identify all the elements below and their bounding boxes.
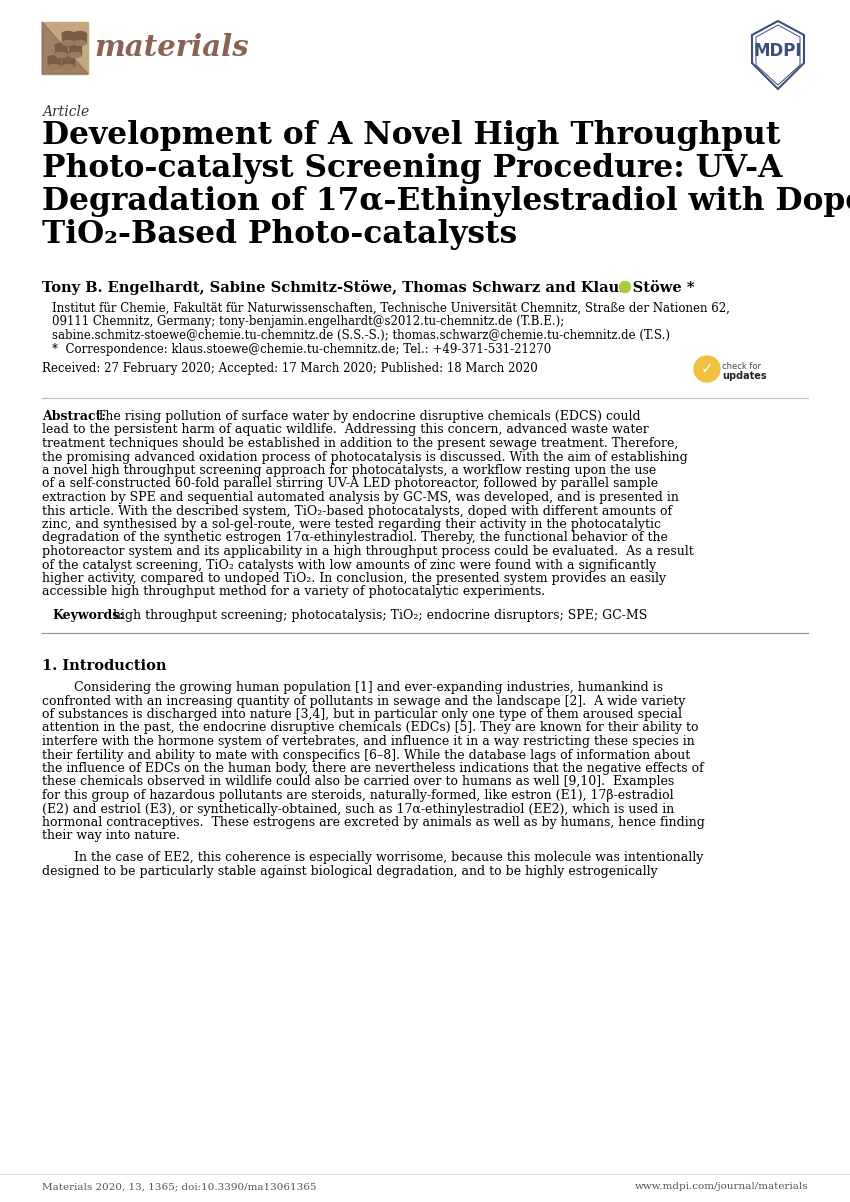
Text: 1. Introduction: 1. Introduction [42,659,167,673]
Text: their fertility and ability to mate with conspecifics [6–8]. While the database : their fertility and ability to mate with… [42,749,690,762]
Text: iD: iD [621,285,629,290]
Text: Photo-catalyst Screening Procedure: UV-A: Photo-catalyst Screening Procedure: UV-A [42,153,782,184]
Text: their way into nature.: their way into nature. [42,829,180,843]
Text: this article. With the described system, TiO₂-based photocatalysts, doped with d: this article. With the described system,… [42,505,672,518]
Bar [55,44,67,55]
Text: Degradation of 17α-Ethinylestradiol with Doped: Degradation of 17α-Ethinylestradiol with… [42,186,850,218]
Text: 09111 Chemnitz, Germany; tony-benjamin.engelhardt@s2012.tu-chemnitz.de (T.B.E.);: 09111 Chemnitz, Germany; tony-benjamin.e… [52,315,564,328]
Text: Keywords:: Keywords: [52,609,124,621]
Text: hormonal contraceptives.  These estrogens are excreted by animals as well as by : hormonal contraceptives. These estrogens… [42,816,705,829]
Text: materials: materials [94,34,248,63]
Text: Abstract:: Abstract: [42,410,106,423]
Text: attention in the past, the endocrine disruptive chemicals (EDCs) [5]. They are k: attention in the past, the endocrine dis… [42,721,699,734]
Text: *  Correspondence: klaus.stoewe@chemie.tu-chemnitz.de; Tel.: +49-371-531-21270: * Correspondence: klaus.stoewe@chemie.tu… [52,343,552,356]
Text: degradation of the synthetic estrogen 17α-ethinylestradiol. Thereby, the functio: degradation of the synthetic estrogen 17… [42,531,668,545]
Text: Considering the growing human population [1] and ever-expanding industries, huma: Considering the growing human population… [42,682,663,694]
Ellipse shape [62,41,74,46]
Bar [42,22,88,75]
Ellipse shape [62,31,74,36]
Circle shape [620,281,631,292]
Ellipse shape [62,65,74,70]
Text: higher activity, compared to undoped TiO₂. In conclusion, the presented system p: higher activity, compared to undoped TiO… [42,572,666,585]
Text: Materials 2020, 13, 1365; doi:10.3390/ma13061365: Materials 2020, 13, 1365; doi:10.3390/ma… [42,1182,316,1191]
Text: updates: updates [722,371,767,381]
Text: www.mdpi.com/journal/materials: www.mdpi.com/journal/materials [634,1182,808,1191]
Text: the promising advanced oxidation process of photocatalysis is discussed. With th: the promising advanced oxidation process… [42,451,688,464]
Text: of substances is discharged into nature [3,4], but in particular only one type o: of substances is discharged into nature … [42,708,682,721]
Text: sabine.schmitz-stoewe@chemie.tu-chemnitz.de (S.S.-S.); thomas.schwarz@chemie.tu-: sabine.schmitz-stoewe@chemie.tu-chemnitz… [52,329,670,343]
Text: photoreactor system and its applicability in a high throughput process could be : photoreactor system and its applicabilit… [42,545,694,558]
Text: Development of A Novel High Throughput: Development of A Novel High Throughput [42,120,780,151]
Ellipse shape [69,53,81,58]
Text: Tony B. Engelhardt, Sabine Schmitz-Stöwe, Thomas Schwarz and Klaus Stöwe *: Tony B. Engelhardt, Sabine Schmitz-Stöwe… [42,280,694,294]
Text: for this group of hazardous pollutants are steroids, naturally-formed, like estr: for this group of hazardous pollutants a… [42,789,673,802]
Text: In the case of EE2, this coherence is especially worrisome, because this molecul: In the case of EE2, this coherence is es… [42,851,703,864]
Text: (E2) and estriol (E3), or synthetically-obtained, such as 17α-ethinylestradiol (: (E2) and estriol (E3), or synthetically-… [42,803,674,815]
Text: designed to be particularly stable against biological degradation, and to be hig: designed to be particularly stable again… [42,864,658,877]
Text: check for: check for [722,362,761,371]
Ellipse shape [62,55,74,60]
Polygon shape [42,22,88,75]
Ellipse shape [74,41,86,46]
Ellipse shape [48,65,60,70]
Text: TiO₂-Based Photo-catalysts: TiO₂-Based Photo-catalysts [42,219,517,250]
Text: The rising pollution of surface water by endocrine disruptive chemicals (EDCS) c: The rising pollution of surface water by… [93,410,641,423]
Text: a novel high throughput screening approach for photocatalysts, a workflow restin: a novel high throughput screening approa… [42,464,656,477]
Text: Received: 27 February 2020; Accepted: 17 March 2020; Published: 18 March 2020: Received: 27 February 2020; Accepted: 17… [42,362,538,375]
Text: Institut für Chemie, Fakultät für Naturwissenschaften, Technische Universität Ch: Institut für Chemie, Fakultät für Naturw… [52,302,730,315]
Text: Article: Article [42,105,89,119]
Text: these chemicals observed in wildlife could also be carried over to humans as wel: these chemicals observed in wildlife cou… [42,775,674,789]
Ellipse shape [69,43,81,48]
Text: ✓: ✓ [700,362,713,376]
Text: the influence of EDCs on the human body, there are nevertheless indications that: the influence of EDCs on the human body,… [42,762,704,775]
Text: lead to the persistent harm of aquatic wildlife.  Addressing this concern, advan: lead to the persistent harm of aquatic w… [42,423,649,436]
Bar [69,44,81,55]
Text: interfere with the hormone system of vertebrates, and influence it in a way rest: interfere with the hormone system of ver… [42,734,694,748]
Text: MDPI: MDPI [754,42,802,60]
Bar [48,56,60,67]
Ellipse shape [55,43,67,48]
Text: treatment techniques should be established in addition to the present sewage tre: treatment techniques should be establish… [42,438,678,450]
Text: extraction by SPE and sequential automated analysis by GC-MS, was developed, and: extraction by SPE and sequential automat… [42,490,679,504]
Text: high throughput screening; photocatalysis; TiO₂; endocrine disruptors; SPE; GC-M: high throughput screening; photocatalysi… [109,609,647,621]
Text: of the catalyst screening, TiO₂ catalysts with low amounts of zinc were found wi: of the catalyst screening, TiO₂ catalyst… [42,559,656,571]
Text: accessible high throughput method for a variety of photocatalytic experiments.: accessible high throughput method for a … [42,585,545,599]
Text: zinc, and synthesised by a sol-gel-route, were tested regarding their activity i: zinc, and synthesised by a sol-gel-route… [42,518,661,531]
Ellipse shape [74,31,86,36]
Text: of a self-constructed 60-fold parallel stirring UV-A LED photoreactor, followed : of a self-constructed 60-fold parallel s… [42,477,658,490]
Ellipse shape [55,53,67,58]
Bar [74,32,86,43]
Bar [62,32,74,43]
Bar [62,56,74,67]
Text: confronted with an increasing quantity of pollutants in sewage and the landscape: confronted with an increasing quantity o… [42,695,685,708]
Ellipse shape [48,55,60,60]
Wedge shape [694,356,720,382]
